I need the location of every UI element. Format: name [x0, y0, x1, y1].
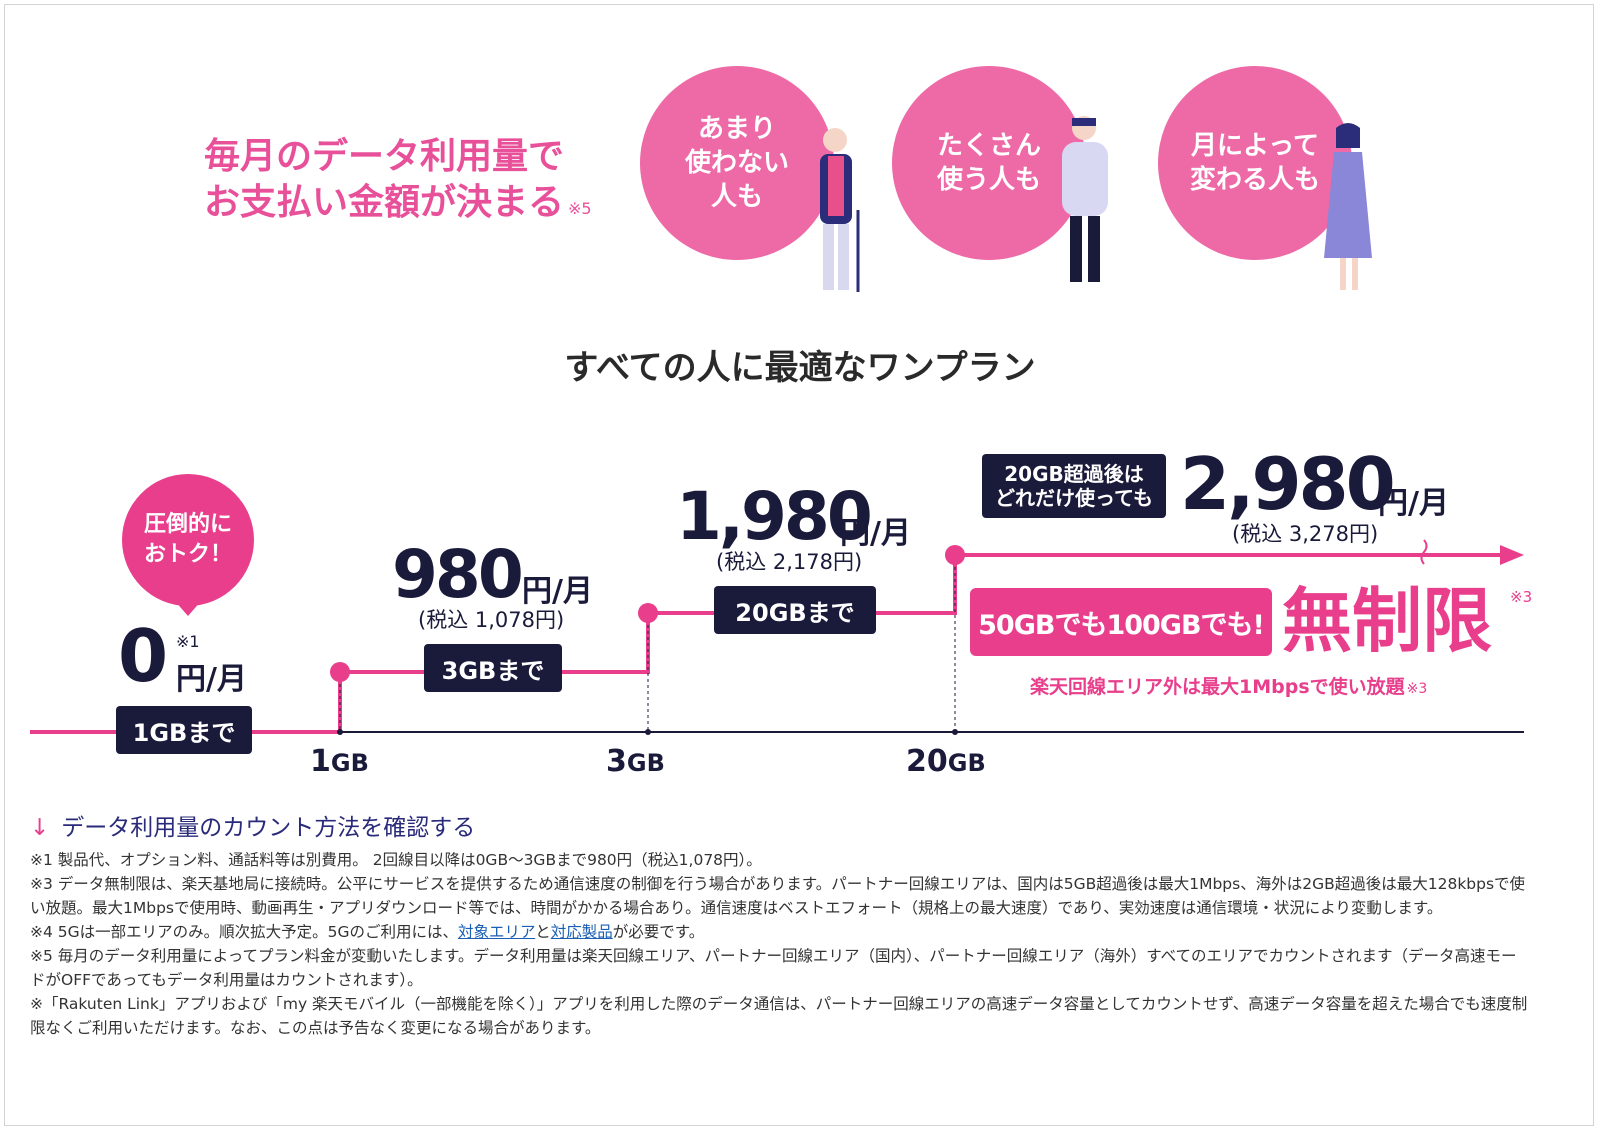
arrow-down-icon: ↓ — [30, 815, 50, 841]
tier3-lead: 20GB超過後は どれだけ使っても — [982, 454, 1166, 518]
target-area-link[interactable]: 対象エリア — [458, 923, 536, 941]
footnote-6: ※「Rakuten Link」アプリおよび「my 楽天モバイル（一部機能を除く）… — [30, 995, 1528, 1037]
tier3-tax: (税込 3,278円) — [1232, 522, 1379, 546]
woman-illustration — [1324, 123, 1372, 290]
bubble-light-user: あまり 使わない 人も — [640, 66, 834, 260]
arrow-head — [1500, 545, 1524, 565]
tier3-unit: 円/月 — [1378, 486, 1449, 521]
unlimited-note: ※3 — [1510, 588, 1533, 606]
tier1-price: 980 — [392, 536, 524, 613]
axis-label-1gb: 1GB — [310, 744, 369, 779]
elderly-man-illustration — [820, 128, 860, 292]
tier3-price: 2,980 — [1180, 442, 1396, 526]
tier2-price: 1,980 — [676, 478, 873, 555]
unlimited-banner: 50GBでも100GBでも! — [970, 588, 1272, 656]
tier2-unit: 円/月 — [840, 516, 911, 551]
squiggle-mark — [1420, 539, 1428, 565]
pricing-step-chart — [30, 539, 1524, 735]
bubble-variable-user: 月によって 変わる人も — [1158, 66, 1352, 260]
headline-line2: お支払い金額が決まる — [204, 182, 565, 223]
footnote-1: ※1 製品代、オプション料、通話料等は別費用。 2回線目以降は0GB〜3GBまで… — [30, 851, 762, 869]
axis-label-20gb: 20GB — [906, 744, 986, 779]
badge-pointer — [174, 600, 202, 616]
step-dot-20gb — [945, 545, 965, 565]
great-deal-badge: 圧倒的に おトク！ — [122, 474, 254, 606]
page-frame — [4, 4, 1594, 1126]
bubble-heavy-user: たくさん 使う人も — [892, 66, 1086, 260]
headline: 毎月のデータ利用量で お支払い金額が決まる ※5 — [204, 134, 592, 232]
headline-note: ※5 — [568, 199, 592, 218]
outside-area-text: 楽天回線エリア外は最大1Mbpsで使い放題 ※3 — [1030, 676, 1428, 698]
data-count-link[interactable]: ↓ データ利用量のカウント方法を確認する — [30, 808, 475, 842]
tier2-tax: (税込 2,178円) — [716, 550, 863, 574]
price-step-line — [30, 553, 1500, 734]
data-count-link-label: データ利用量のカウント方法を確認する — [61, 815, 476, 841]
step-dot-1gb — [330, 662, 350, 682]
tier0-tag: 1GBまで — [116, 706, 252, 754]
tier1-unit: 円/月 — [522, 574, 593, 609]
tier1-tag: 3GBまで — [424, 644, 562, 692]
footnote-3: ※3 データ無制限は、楽天基地局に接続時。公平にサービスを提供するため通信速度の… — [30, 875, 1526, 917]
unlimited-label: 無制限 — [1282, 580, 1492, 662]
step-dot-3gb — [638, 603, 658, 623]
tier0-note: ※1 — [176, 632, 200, 651]
footnotes: ※1 製品代、オプション料、通話料等は別費用。 2回線目以降は0GB〜3GBまで… — [30, 848, 1530, 1040]
footnote-4: ※4 5Gは一部エリアのみ。順次拡大予定。5Gのご利用には、対象エリアと対応製品… — [30, 923, 705, 941]
supported-products-link[interactable]: 対応製品 — [550, 923, 613, 941]
tier0-price: 0 — [118, 614, 168, 698]
tier1-tax: (税込 1,078円) — [418, 608, 565, 632]
young-man-illustration — [1062, 116, 1108, 282]
axis-label-3gb: 3GB — [606, 744, 665, 779]
headline-line1: 毎月のデータ利用量で — [204, 136, 565, 177]
footnote-5: ※5 毎月のデータ利用量によってプラン料金が変動いたします。データ利用量は楽天回… — [30, 947, 1517, 989]
tier0-unit: 円/月 — [176, 662, 247, 697]
plan-subtitle: すべての人に最適なワンプラン — [564, 348, 1036, 388]
tier2-tag: 20GBまで — [714, 586, 876, 634]
